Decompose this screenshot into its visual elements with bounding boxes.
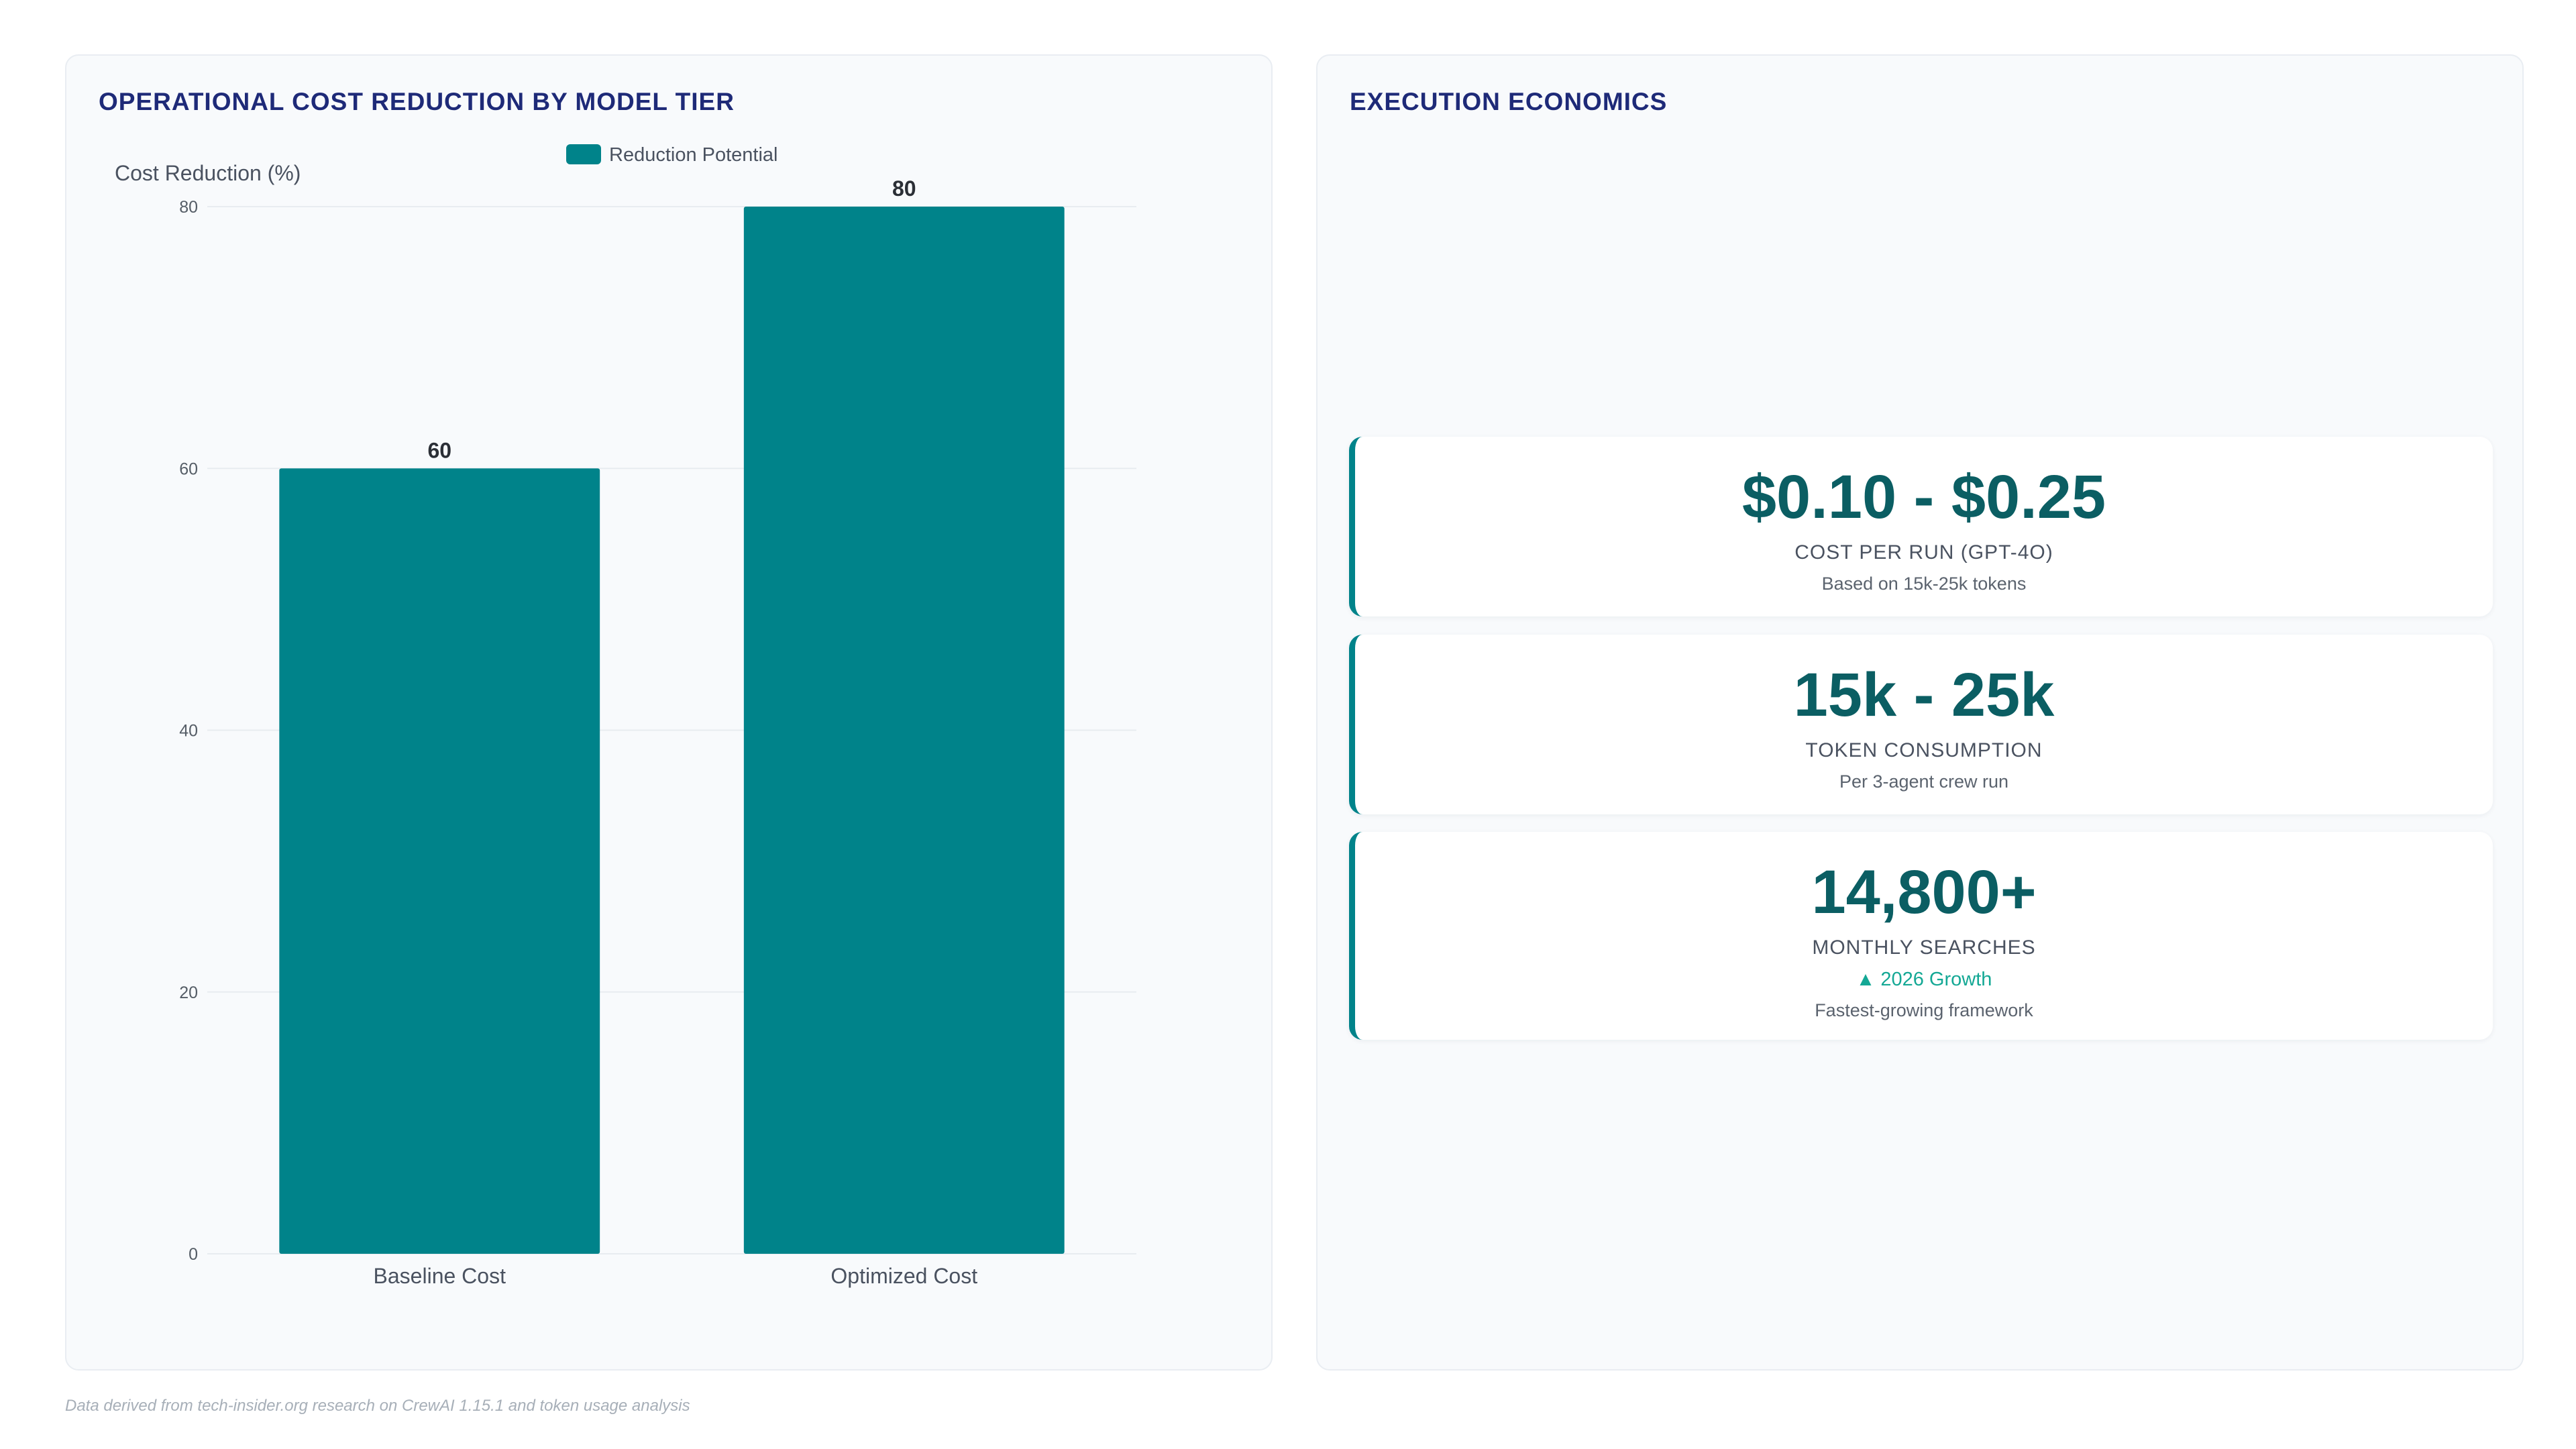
y-axis-title: Cost Reduction (%) [115,161,301,185]
cost-reduction-chart: 0 20 40 60 80 Cost Reduction (%) Reduction Pot… [115,144,1136,1288]
legend-label: Reduction Potential [609,144,778,166]
execution-economics-title: EXECUTION ECONOMICS [1350,88,1668,115]
y-tick-label: 0 [189,1245,198,1264]
stat-label: COST PER RUN (GPT-4O) [1794,541,2053,564]
bar-value-label: 80 [892,176,916,201]
cost-reduction-title: OPERATIONAL COST REDUCTION BY MODEL TIER [99,88,735,115]
bar-baseline-cost [279,468,600,1254]
y-tick-label: 60 [179,460,198,478]
stat-subtext: Based on 15k-25k tokens [1821,574,2027,594]
stat-card-token-consumption: 15k - 25k TOKEN CONSUMPTION Per 3-agent … [1349,635,2493,814]
stat-card-cost-per-run: $0.10 - $0.25 COST PER RUN (GPT-4O) Base… [1349,437,2493,616]
stat-subtext: Fastest-growing framework [1815,1000,2033,1020]
stat-value: 15k - 25k [1793,661,2055,729]
bar-optimized-cost [743,207,1065,1254]
bar-value-label: 60 [427,438,451,462]
stat-subtext: Per 3-agent crew run [1839,771,2009,792]
execution-economics-panel: EXECUTION ECONOMICS $0.10 - $0.25 COST P… [1316,54,2524,1371]
x-category-label: Baseline Cost [374,1264,506,1288]
stat-value: $0.10 - $0.25 [1741,463,2106,531]
cost-reduction-panel: OPERATIONAL COST REDUCTION BY MODEL TIER… [65,54,1273,1371]
stat-label: MONTHLY SEARCHES [1812,936,2036,959]
y-tick-label: 80 [179,198,198,217]
source-footnote: Data derived from tech-insider.org resea… [65,1397,690,1415]
trend-indicator: ▲ 2026 Growth [1856,969,1992,990]
stat-value: 14,800+ [1811,858,2037,926]
legend-swatch [566,144,601,164]
stat-label: TOKEN CONSUMPTION [1805,739,2043,761]
x-category-label: Optimized Cost [830,1264,977,1288]
stat-card-monthly-searches: 14,800+ MONTHLY SEARCHES ▲ 2026 Growth F… [1349,832,2493,1040]
y-tick-label: 20 [179,983,198,1002]
y-tick-label: 40 [179,722,198,741]
